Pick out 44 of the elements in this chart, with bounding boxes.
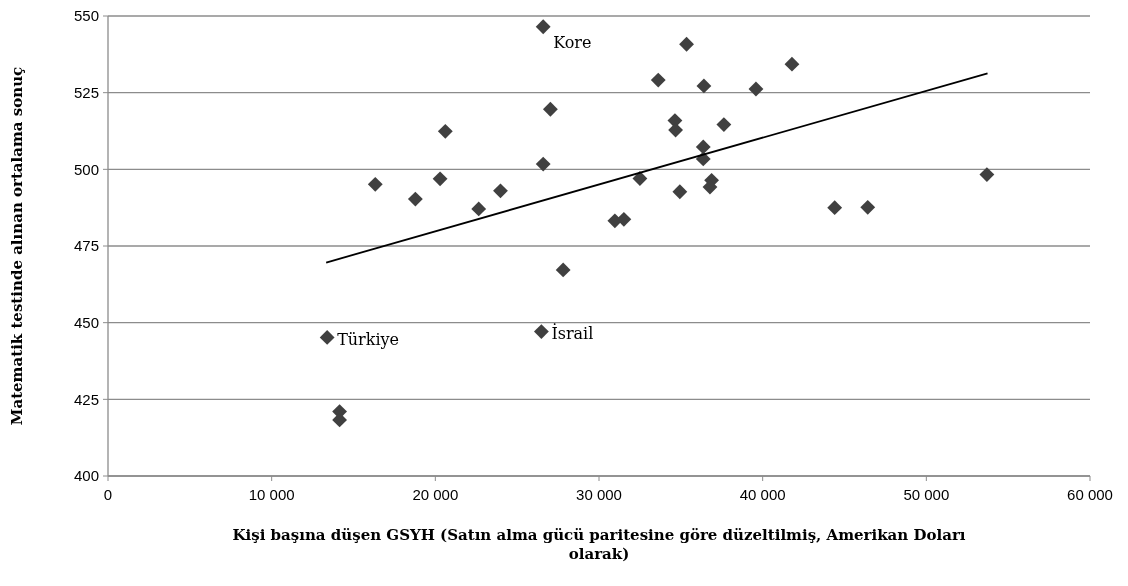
y-tick-label: 500 <box>73 160 99 178</box>
point <box>784 56 800 72</box>
y-axis-title: Matematik testinde alınan ortalama sonuç <box>8 66 26 426</box>
x-tick-label: 60 000 <box>1067 486 1113 503</box>
point <box>632 171 648 186</box>
point <box>979 167 995 182</box>
point <box>542 101 558 117</box>
point <box>748 81 764 97</box>
point <box>471 201 487 217</box>
point <box>860 199 876 215</box>
annotation: Türkiye <box>337 329 400 349</box>
point <box>533 324 549 339</box>
point <box>319 329 335 345</box>
point <box>672 184 688 200</box>
point <box>695 139 711 155</box>
x-tick-label: 40 000 <box>739 486 786 503</box>
y-tick-label: 525 <box>73 83 99 101</box>
y-tick-label: 400 <box>73 467 99 485</box>
point <box>535 19 551 35</box>
y-tick-label: 450 <box>73 313 99 331</box>
x-tick-label: 10 000 <box>248 486 295 503</box>
point <box>367 176 383 192</box>
point <box>407 191 423 207</box>
point <box>437 123 453 139</box>
point <box>535 156 551 172</box>
x-tick-label: 50 000 <box>903 486 950 503</box>
point <box>827 200 843 216</box>
y-tick-label: 425 <box>73 390 99 408</box>
x-tick-label: 30 000 <box>576 486 622 503</box>
x-tick-label: 20 000 <box>412 486 459 503</box>
x-tick-label: 0 <box>103 486 113 503</box>
point <box>432 171 448 187</box>
point <box>679 36 694 52</box>
point <box>616 211 632 227</box>
annotation: Kore <box>553 32 592 52</box>
point <box>493 183 508 199</box>
x-axis-title: Kişi başına düşen GSYH (Satın alma gücü paritesine göre düzeltilmiş, Amerikan Doları olarak) <box>232 526 966 563</box>
annotation: İsrail <box>551 322 594 343</box>
point <box>555 262 571 278</box>
point <box>650 72 666 88</box>
y-tick-label: 475 <box>73 237 99 255</box>
y-tick-label: 550 <box>73 7 99 25</box>
point <box>696 78 712 94</box>
point <box>716 117 732 132</box>
